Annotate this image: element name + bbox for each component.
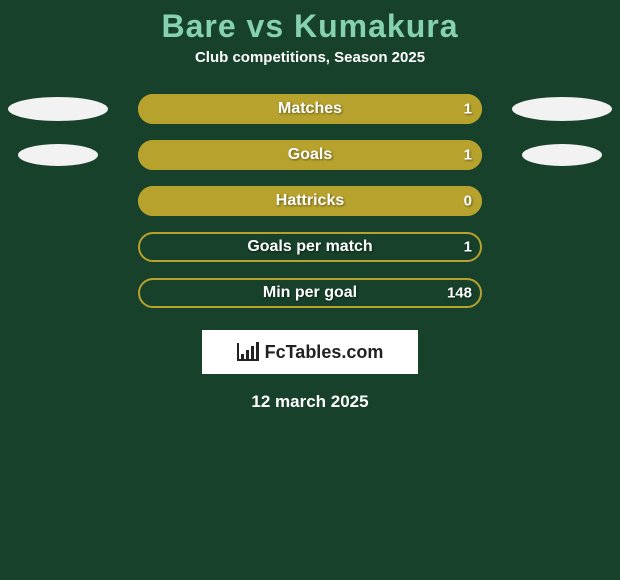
right-marker-slot [512,189,612,213]
bar-label: Hattricks [276,192,344,210]
subtitle: Club competitions, Season 2025 [0,49,620,66]
stat-row: Hattricks 0 [0,186,620,216]
left-ellipse-1 [18,144,98,166]
bar-label: Goals [288,146,332,164]
logo-chart-icon [237,343,259,361]
bar-label: Matches [278,100,342,118]
stats-infographic: Bare vs Kumakura Club competitions, Seas… [0,0,620,580]
stat-row: Goals per match 1 [0,232,620,262]
stat-row: Matches 1 [0,94,620,124]
logo-text: FcTables.com [265,342,384,363]
right-marker-slot [512,281,612,305]
date-text: 12 march 2025 [0,392,620,412]
stat-bar: Goals per match 1 [138,232,482,262]
right-marker-slot [512,143,612,167]
left-marker-slot [8,235,108,259]
bar-value-right: 1 [464,101,472,118]
left-marker-slot [8,97,108,121]
right-ellipse-1 [522,144,602,166]
bar-value-right: 0 [464,193,472,210]
page-title: Bare vs Kumakura [0,0,620,45]
stat-row: Goals 1 [0,140,620,170]
bar-value-right: 1 [464,239,472,256]
bar-value-right: 1 [464,147,472,164]
stat-bar: Goals 1 [138,140,482,170]
left-marker-slot [8,143,108,167]
left-marker-slot [8,189,108,213]
stat-bar: Matches 1 [138,94,482,124]
bar-value-right: 148 [447,285,472,302]
stats-list: Matches 1 Goals 1 [0,94,620,308]
left-ellipse-0 [8,97,108,121]
left-marker-slot [8,281,108,305]
logo-box: FcTables.com [202,330,418,374]
right-marker-slot [512,235,612,259]
right-marker-slot [512,97,612,121]
stat-row: Min per goal 148 [0,278,620,308]
bar-label: Min per goal [263,284,357,302]
right-ellipse-0 [512,97,612,121]
stat-bar: Hattricks 0 [138,186,482,216]
bar-label: Goals per match [247,238,372,256]
stat-bar: Min per goal 148 [138,278,482,308]
